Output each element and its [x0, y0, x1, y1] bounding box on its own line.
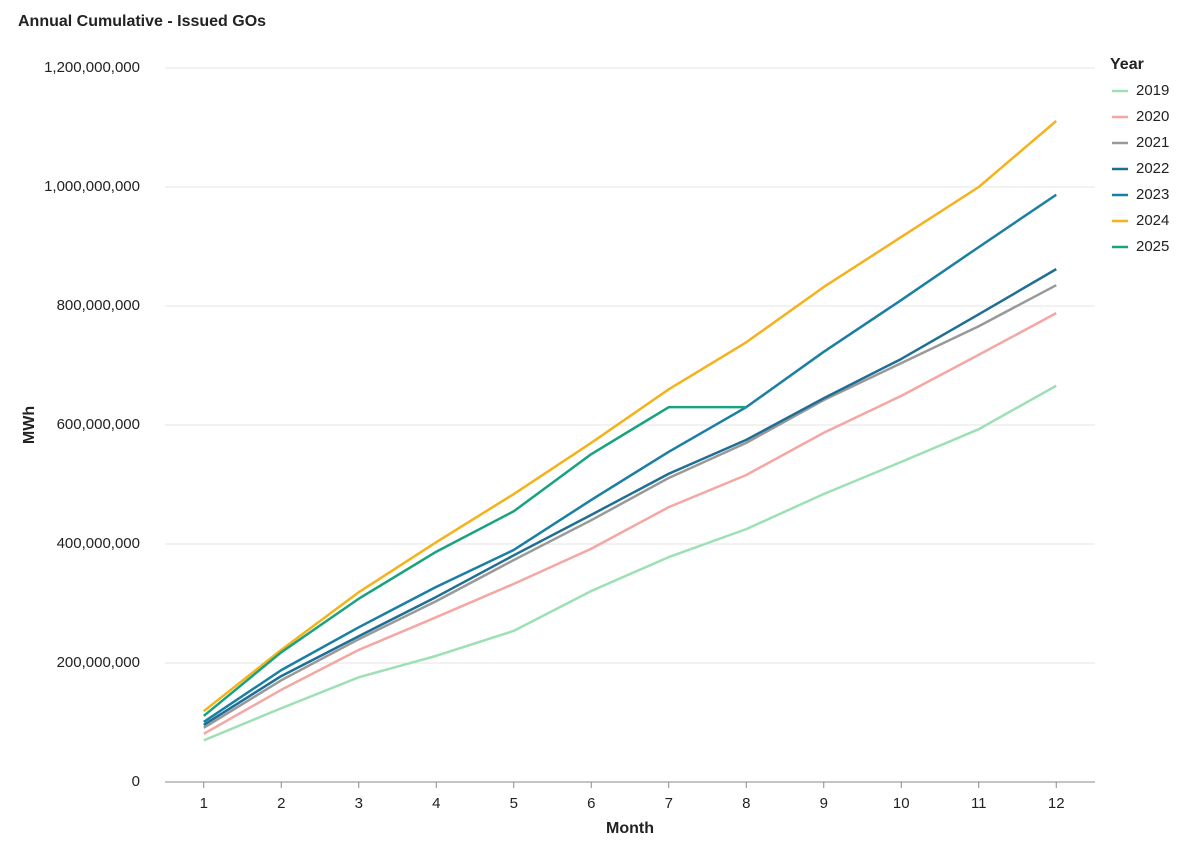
- series-line: [202, 120, 1058, 713]
- legend-label: 2025: [1136, 238, 1169, 255]
- x-tick-label: 8: [742, 795, 750, 812]
- y-tick-label: 1,000,000,000: [44, 178, 140, 195]
- x-tick-label: 10: [893, 795, 910, 812]
- series-line: [203, 384, 1057, 742]
- y-tick-label: 800,000,000: [57, 297, 140, 314]
- series-line: [202, 405, 747, 717]
- y-tick-label: 200,000,000: [57, 654, 140, 671]
- legend-label: 2021: [1136, 134, 1169, 151]
- series-line: [203, 268, 1057, 726]
- x-tick-label: 12: [1048, 795, 1065, 812]
- series-line: [203, 312, 1057, 735]
- x-tick-label: 4: [432, 795, 440, 812]
- x-tick-label: 6: [587, 795, 595, 812]
- legend-label: 2024: [1136, 212, 1169, 229]
- y-tick-label: 400,000,000: [57, 535, 140, 552]
- x-tick-label: 11: [971, 795, 987, 812]
- y-tick-label: 600,000,000: [57, 416, 140, 433]
- legend-label: 2020: [1136, 108, 1169, 125]
- chart-title: Annual Cumulative - Issued GOs: [18, 13, 266, 30]
- y-axis-title: MWh: [21, 406, 38, 444]
- x-tick-label: 7: [665, 795, 673, 812]
- x-tick-label: 1: [200, 795, 208, 812]
- x-tick-label: 5: [510, 795, 518, 812]
- y-tick-label: 1,200,000,000: [44, 59, 140, 76]
- legend-label: 2022: [1136, 160, 1169, 177]
- x-axis-title: Month: [606, 820, 654, 837]
- x-tick-label: 3: [355, 795, 363, 812]
- legend-title: Year: [1110, 56, 1144, 73]
- x-tick-label: 2: [277, 795, 285, 812]
- y-tick-label: 0: [132, 773, 140, 790]
- legend-label: 2019: [1136, 82, 1169, 99]
- series-line: [203, 193, 1057, 723]
- series-line: [203, 284, 1057, 729]
- x-tick-label: 9: [820, 795, 828, 812]
- legend-label: 2023: [1136, 186, 1169, 203]
